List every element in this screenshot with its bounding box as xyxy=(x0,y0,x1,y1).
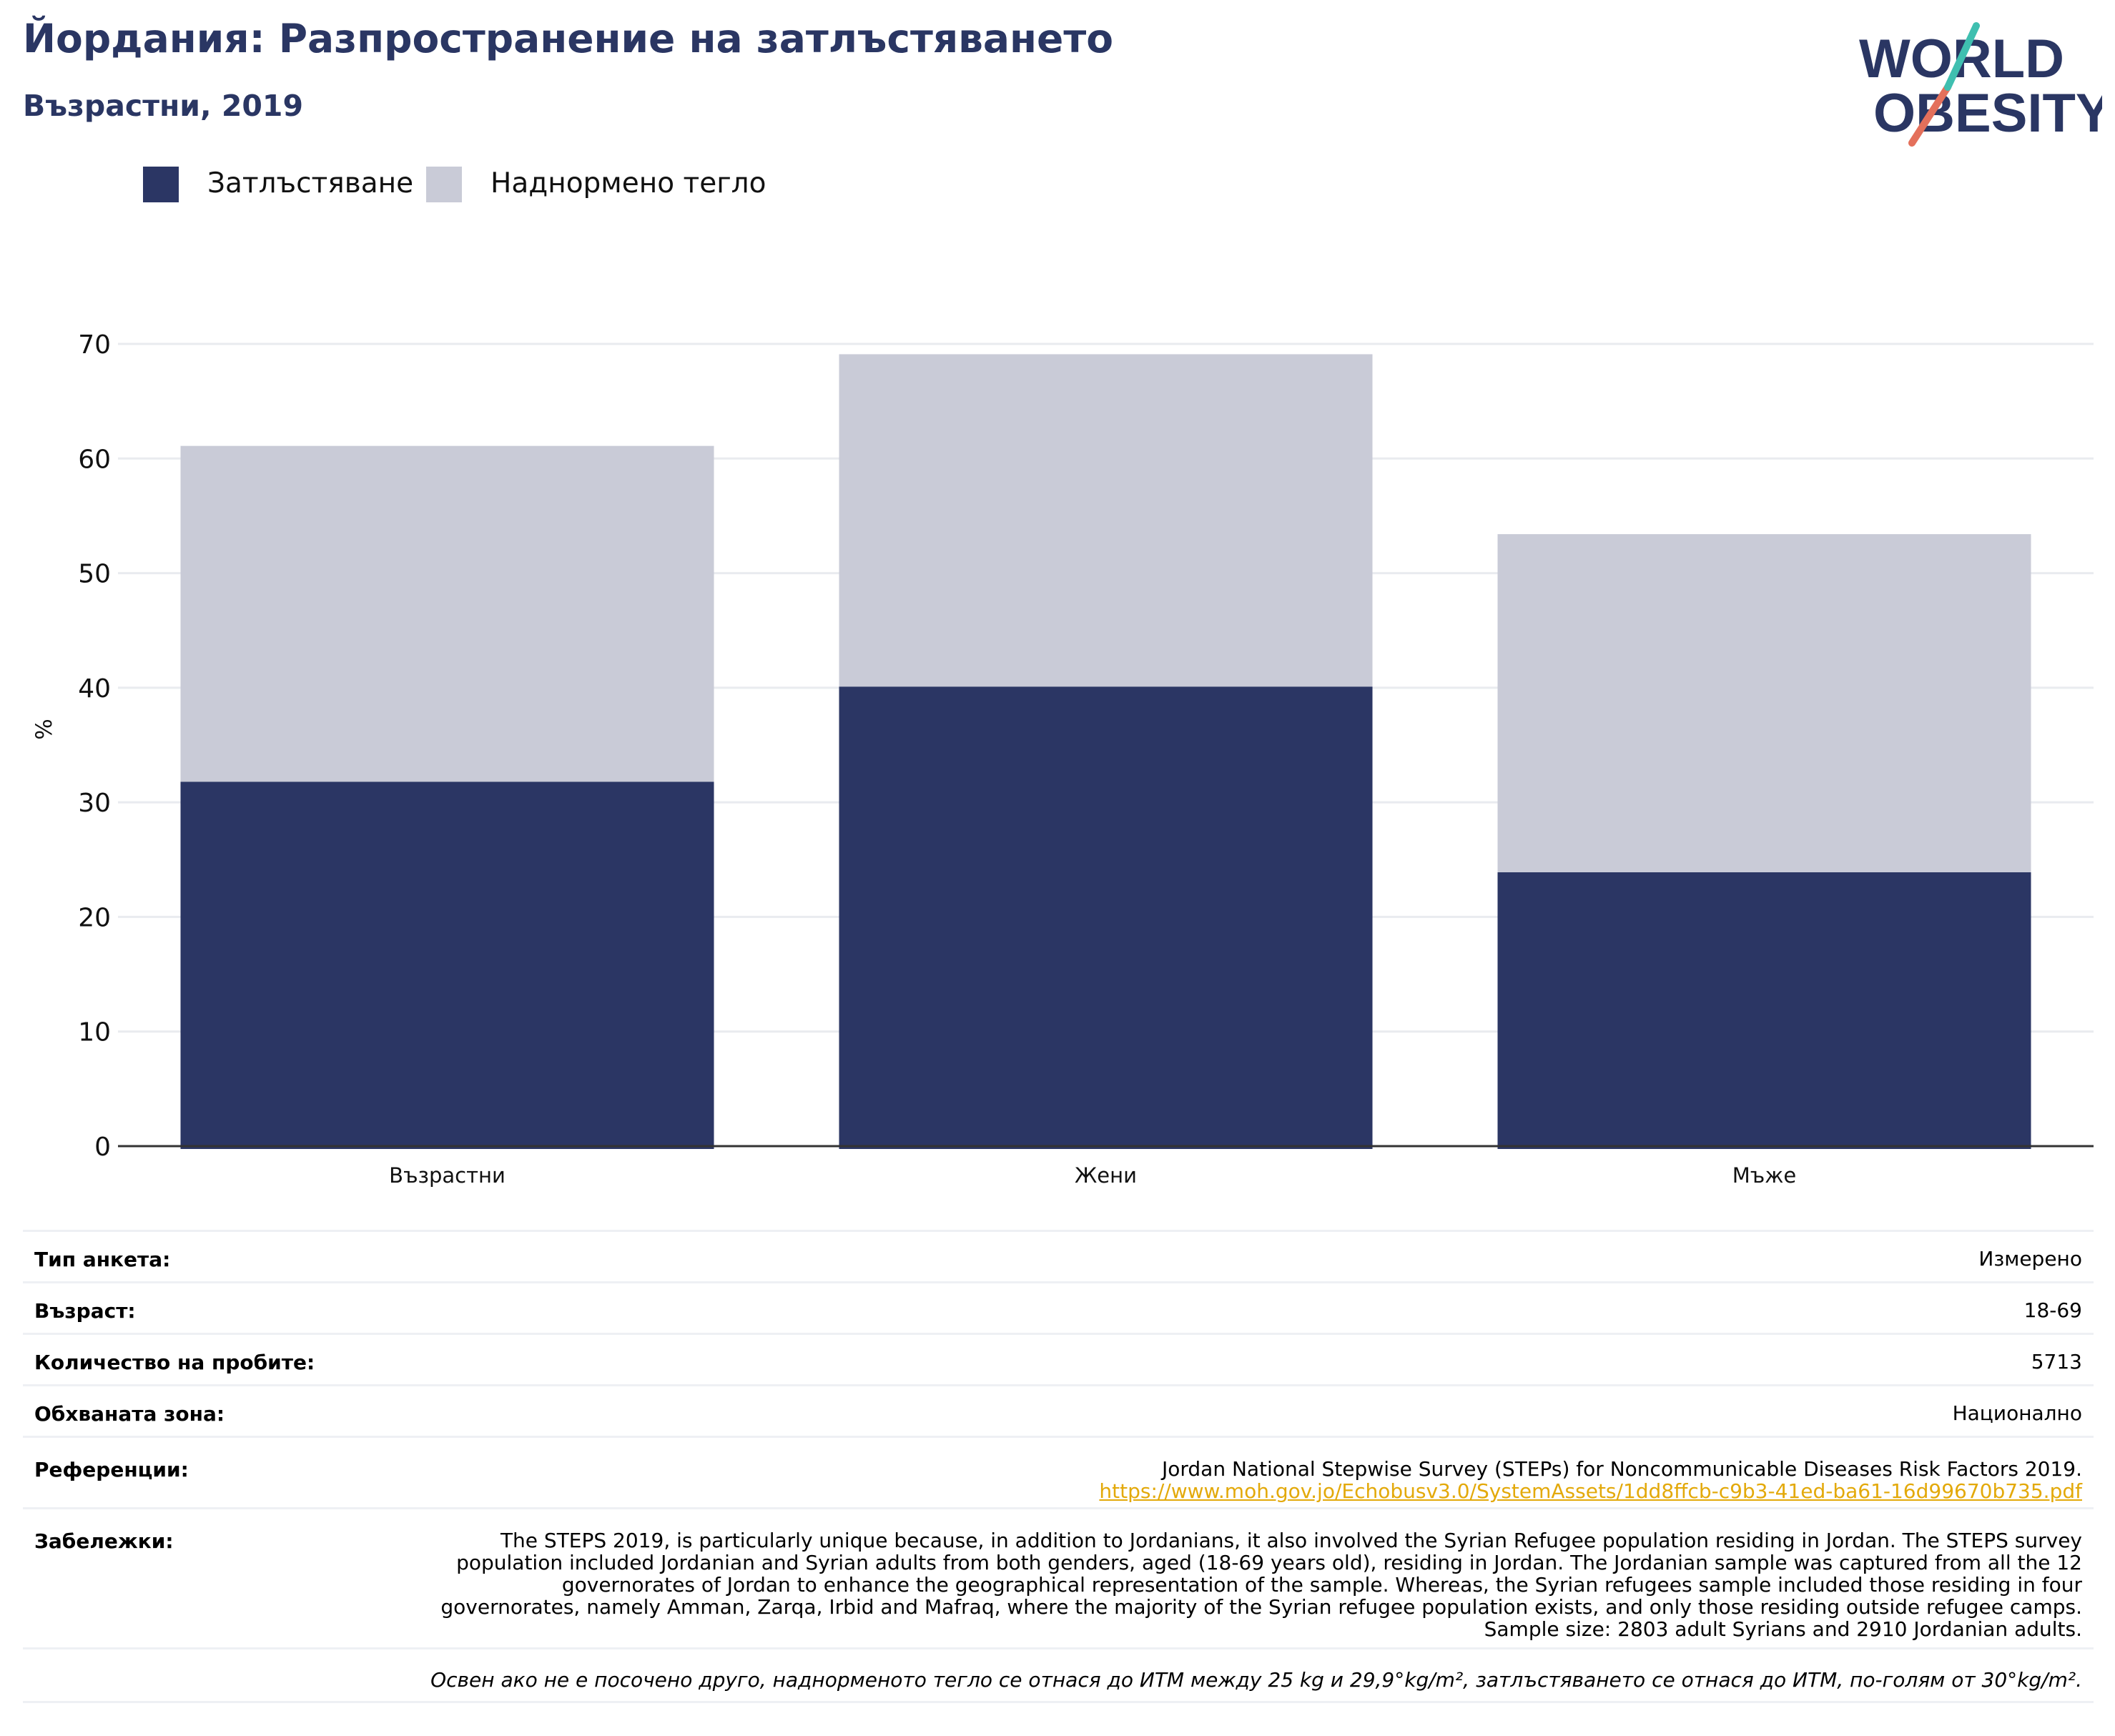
info-key: Тип анкета: xyxy=(34,1248,171,1271)
bar-obesity-2[interactable] xyxy=(839,686,1373,1149)
info-key: Възраст: xyxy=(34,1299,136,1323)
info-value: Измерено xyxy=(1978,1247,2082,1271)
info-row-references: Референции: Jordan National Stepwise Sur… xyxy=(23,1436,2094,1507)
bar-chart: 0 10 20 30 40 50 60 70 Възрастни Жени Мъже % xyxy=(31,330,2094,1188)
reference-link[interactable]: https://www.moh.gov.jo/Echobusv3.0/Syste… xyxy=(1099,1479,2082,1503)
info-value: 18-69 xyxy=(2023,1298,2082,1322)
info-key: Обхваната зона: xyxy=(34,1402,225,1426)
legend-swatch-obesity xyxy=(143,167,179,202)
footnote: Освен ако не е посочено друго, наднормен… xyxy=(430,1668,2082,1692)
world-obesity-logo: WORLD OBESITY xyxy=(1859,22,2102,147)
info-row-survey-type: Тип анкета: Измерено xyxy=(23,1230,2094,1281)
info-row-age: Възраст: 18-69 xyxy=(23,1281,2094,1333)
bar-overweight-2[interactable] xyxy=(839,354,1373,687)
x-category-label: Жени xyxy=(1075,1163,1137,1188)
info-key: Забележки: xyxy=(34,1529,174,1553)
y-tick-label: 30 xyxy=(78,789,111,818)
y-axis-title: % xyxy=(31,719,57,739)
bar-obesity-3[interactable] xyxy=(1497,872,2031,1149)
svg-text:OBESITY: OBESITY xyxy=(1873,83,2102,144)
info-row-area: Обхваната зона: Национално xyxy=(23,1384,2094,1436)
x-category-label: Възрастни xyxy=(389,1163,506,1188)
info-value: Национално xyxy=(1952,1401,2082,1425)
chart-subtitle: Възрастни, 2019 xyxy=(23,89,303,123)
info-row-notes: Забележки: The STEPS 2019, is particular… xyxy=(23,1507,2094,1647)
legend-label-overweight: Наднормено тегло xyxy=(490,167,766,199)
info-value: 5713 xyxy=(2031,1350,2082,1373)
bar-overweight-1[interactable] xyxy=(180,445,714,782)
y-tick-label: 70 xyxy=(78,330,111,360)
y-tick-label: 40 xyxy=(78,674,111,704)
y-tick-label: 60 xyxy=(78,445,111,474)
x-category-label: Мъже xyxy=(1732,1163,1796,1188)
notes-text: The STEPS 2019, is particularly unique b… xyxy=(440,1529,2082,1641)
y-tick-label: 50 xyxy=(78,560,111,589)
axes: 0 10 20 30 40 50 60 70 Възрастни Жени Мъже xyxy=(78,330,2094,1188)
chart-title: Йордания: Разпространение на затлъстяван… xyxy=(23,16,1114,61)
info-key: Референции: xyxy=(34,1458,189,1481)
y-tick-label: 0 xyxy=(94,1133,111,1162)
info-value: Jordan National Stepwise Survey (STEPs) … xyxy=(1099,1458,2082,1502)
y-tick-label: 10 xyxy=(78,1018,111,1047)
info-row-sample-size: Количество на пробите: 5713 xyxy=(23,1333,2094,1384)
footnote-row: Освен ако не е посочено друго, наднормен… xyxy=(23,1647,2094,1703)
legend-label-obesity: Затлъстяване xyxy=(207,167,414,199)
reference-text: Jordan National Stepwise Survey (STEPs) … xyxy=(1161,1457,2082,1481)
legend-swatch-overweight xyxy=(426,167,462,202)
info-key: Количество на пробите: xyxy=(34,1351,315,1374)
y-tick-label: 20 xyxy=(78,903,111,932)
bar-obesity-1[interactable] xyxy=(180,781,714,1149)
survey-info-table: Тип анкета: Измерено Възраст: 18-69 Коли… xyxy=(23,1230,2094,1703)
bar-overweight-3[interactable] xyxy=(1497,534,2031,872)
bars xyxy=(180,354,2031,1149)
